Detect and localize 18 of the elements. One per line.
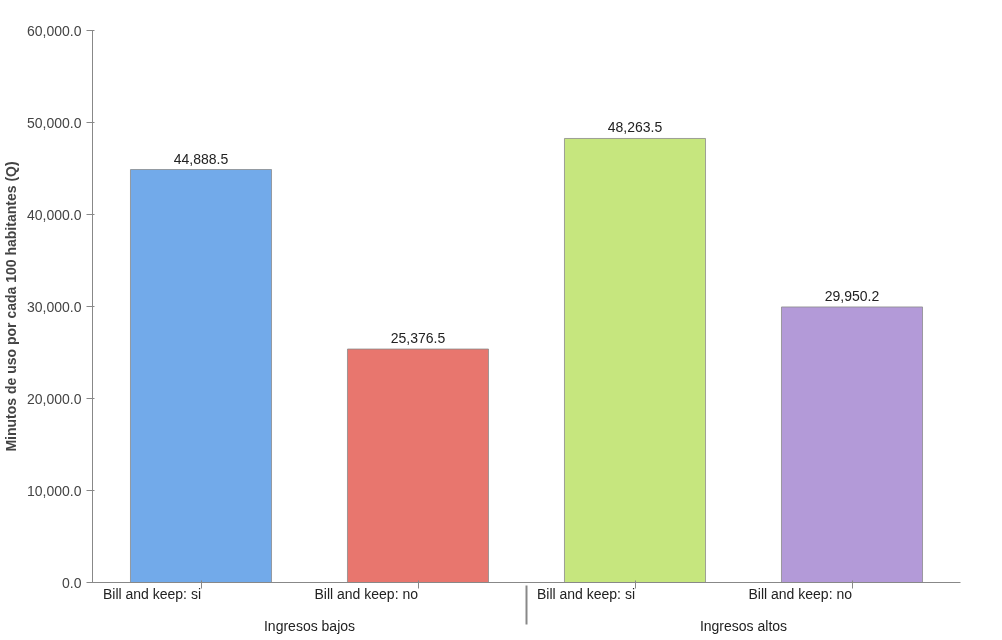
- y-tick-label: 20,000.0: [27, 390, 82, 407]
- text: Ingresos altos: [699, 617, 788, 634]
- x-tick-label: Bill and keep: no: [314, 585, 419, 602]
- y-tick-label: 50,000.0: [27, 114, 82, 131]
- y-tick-label: 30,000.0: [27, 298, 82, 315]
- y-axis-title: Minutos de uso por cada 100 habitantes (Q): [3, 161, 19, 452]
- x-tick-label: Bill and keep: si: [102, 585, 202, 602]
- data-label: 48,263.5: [607, 119, 663, 136]
- text: Ingresos bajos: [263, 617, 356, 634]
- x-tick-label: Bill and keep: no: [748, 585, 853, 602]
- data-label: 25,376.5: [390, 330, 446, 347]
- data-label: 44,888.5: [173, 150, 229, 167]
- data-label: 29,950.2: [824, 287, 880, 304]
- y-tick-label: 10,000.0: [27, 482, 82, 499]
- x-tick-label: Bill and keep: si: [536, 585, 636, 602]
- y-tick-label: 60,000.0: [27, 22, 82, 39]
- y-tick-label: 0.0: [62, 574, 82, 591]
- y-tick-label: 40,000.0: [27, 206, 82, 223]
